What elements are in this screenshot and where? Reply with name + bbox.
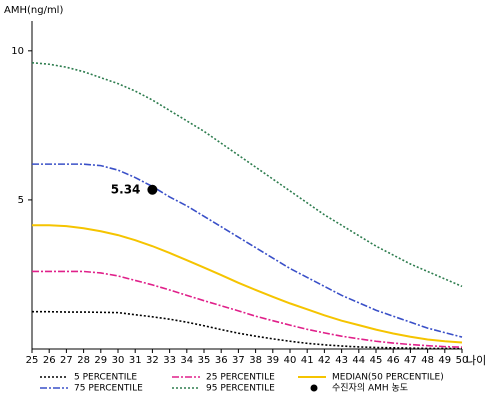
x-tick-label: 45 [370,355,383,366]
x-tick-label: 30 [112,355,125,366]
x-tick-label: 31 [129,355,142,366]
x-tick-label: 36 [215,355,228,366]
x-tick-label: 34 [180,355,193,366]
x-tick-label: 49 [438,355,451,366]
data-label: 5.34 [111,182,141,196]
x-tick-label: 46 [387,355,400,366]
x-axis-label: 나이 [466,354,486,367]
x-tick-label: 28 [77,355,90,366]
x-tick-label: 48 [421,355,434,366]
x-tick-label: 50 [456,355,469,366]
legend-label: 수진자의 AMH 농도 [332,383,408,394]
x-tick-label: 35 [198,355,211,366]
series-line [32,270,463,349]
x-tick-label: 39 [266,355,279,366]
x-tick-label: 27 [60,355,73,366]
x-tick-label: 26 [43,355,56,366]
legend-label: 25 PERCENTILE [206,373,275,383]
x-tick-label: 33 [163,355,176,366]
x-tick-label: 47 [404,355,417,366]
x-tick-label: 42 [318,355,331,366]
x-tick-label: 40 [284,355,297,366]
legend-swatch [310,384,318,392]
x-tick-label: 37 [232,355,245,366]
x-tick-label: 38 [249,355,262,366]
legend-label: MEDIAN(50 PERCENTILE) [332,373,444,383]
legend-label: 95 PERCENTILE [206,384,275,394]
x-tick-label: 44 [352,355,365,366]
data-point [147,184,158,195]
legend-label: 5 PERCENTILE [74,373,137,383]
x-tick-label: 43 [335,355,348,366]
x-tick-label: 25 [26,355,39,366]
series-line [32,163,463,338]
legend-label: 75 PERCENTILE [74,384,143,394]
y-axis-label: AMH(ng/ml) [4,5,63,16]
x-tick-label: 32 [146,355,159,366]
x-tick-label: 41 [301,355,314,366]
series-line [32,310,463,350]
series-line [32,224,463,344]
y-tick-label: 5 [18,195,24,206]
y-tick-label: 10 [11,46,24,57]
x-tick-label: 29 [94,355,107,366]
series-line [31,61,463,288]
